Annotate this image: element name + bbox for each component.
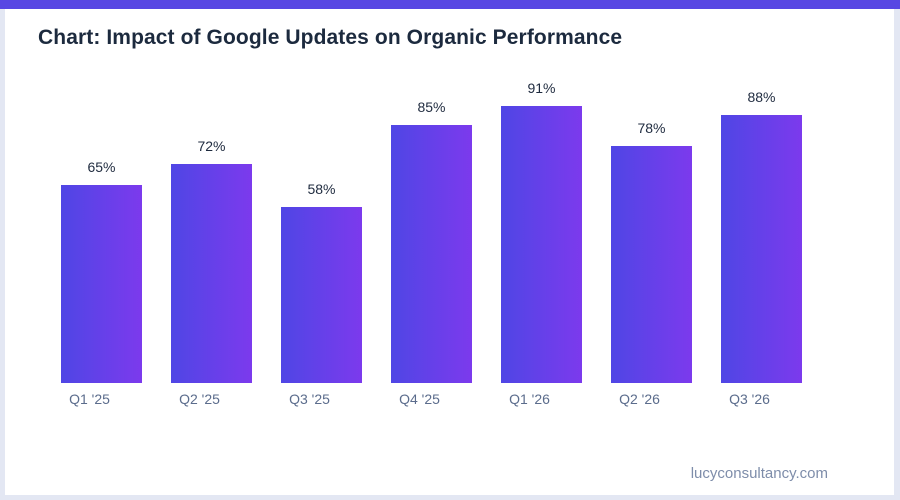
category-label: Q1 '25	[69, 391, 110, 407]
page-frame-right	[894, 9, 900, 500]
category-label: Q2 '25	[179, 391, 220, 407]
category-label: Q3 '26	[729, 391, 770, 407]
bar	[391, 125, 472, 383]
page-frame-bottom	[0, 495, 900, 500]
bar	[171, 164, 252, 383]
category-label: Q3 '25	[289, 391, 330, 407]
value-label: 72%	[197, 138, 226, 154]
chart-title: Chart: Impact of Google Updates on Organ…	[38, 26, 623, 49]
bar	[611, 146, 692, 383]
category-label: Q2 '26	[619, 391, 660, 407]
value-label: 65%	[87, 159, 116, 175]
page-frame-left	[0, 9, 5, 500]
value-label: 58%	[307, 181, 336, 197]
bar-column: 88% Q3 '26	[721, 0, 802, 407]
bar-column: 65% Q1 '25	[61, 0, 142, 407]
footer-watermark: lucyconsultancy.com	[690, 465, 828, 482]
bar	[281, 207, 362, 383]
bar	[501, 106, 582, 383]
value-label: 91%	[527, 80, 556, 96]
value-label: 88%	[747, 89, 776, 105]
bar-column: 58% Q3 '25	[281, 0, 362, 407]
bar-column: 91% Q1 '26	[501, 0, 582, 407]
value-label: 85%	[417, 99, 446, 115]
category-label: Q1 '26	[509, 391, 550, 407]
category-label: Q4 '25	[399, 391, 440, 407]
bar-column: 78% Q2 '26	[611, 0, 692, 407]
bar-chart: 65% Q1 '25 72% Q2 '25 58% Q3 '25 85% Q4 …	[61, 0, 802, 407]
value-label: 78%	[637, 120, 666, 136]
bar	[61, 185, 142, 383]
top-accent-bar	[0, 0, 900, 9]
bar-column: 85% Q4 '25	[391, 0, 472, 407]
bar-column: 72% Q2 '25	[171, 0, 252, 407]
bar	[721, 115, 802, 383]
